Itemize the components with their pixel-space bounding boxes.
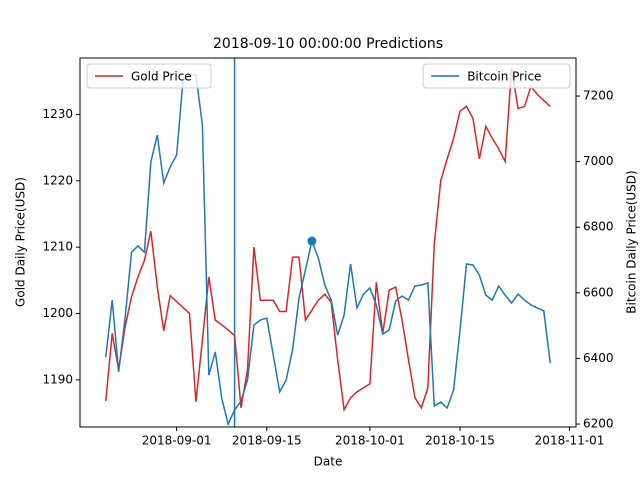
- y2-tick-label: 6600: [583, 285, 614, 299]
- y2-tick-label: 7000: [583, 154, 614, 168]
- series-line: [105, 67, 551, 413]
- x-tick-label: 2018-09-15: [232, 434, 302, 448]
- legend-label: Bitcoin Price: [467, 70, 541, 84]
- y2-tick-label: 6800: [583, 220, 614, 234]
- x-tick-label: 2018-11-01: [535, 434, 605, 448]
- y-tick-label: 1190: [42, 372, 73, 386]
- x-tick-label: 2018-09-01: [142, 434, 212, 448]
- y-axis-label: Gold Daily Price(USD): [14, 177, 28, 307]
- plot-frame: [79, 57, 577, 428]
- series-line: [105, 74, 551, 427]
- legend-box: [422, 63, 571, 89]
- y2-tick-label: 6200: [583, 417, 614, 431]
- legend-label: Gold Price: [131, 70, 192, 84]
- x-tick-label: 2018-10-01: [335, 434, 405, 448]
- highlight-point: [307, 236, 317, 246]
- y-tick-label: 1210: [42, 240, 73, 254]
- chart-title: 2018-09-10 00:00:00 Predictions: [213, 36, 443, 52]
- y-tick-label: 1220: [42, 173, 73, 187]
- y2-axis-label: Bitcoin Daily Price(USD): [625, 170, 639, 313]
- y2-tick-label: 6400: [583, 351, 614, 365]
- y2-tick-label: 7200: [583, 89, 614, 103]
- y-tick-label: 1230: [42, 107, 73, 121]
- x-axis-label: Date: [314, 455, 343, 469]
- y-tick-label: 1200: [42, 306, 73, 320]
- legend-box: [86, 63, 212, 89]
- x-tick-label: 2018-10-15: [425, 434, 495, 448]
